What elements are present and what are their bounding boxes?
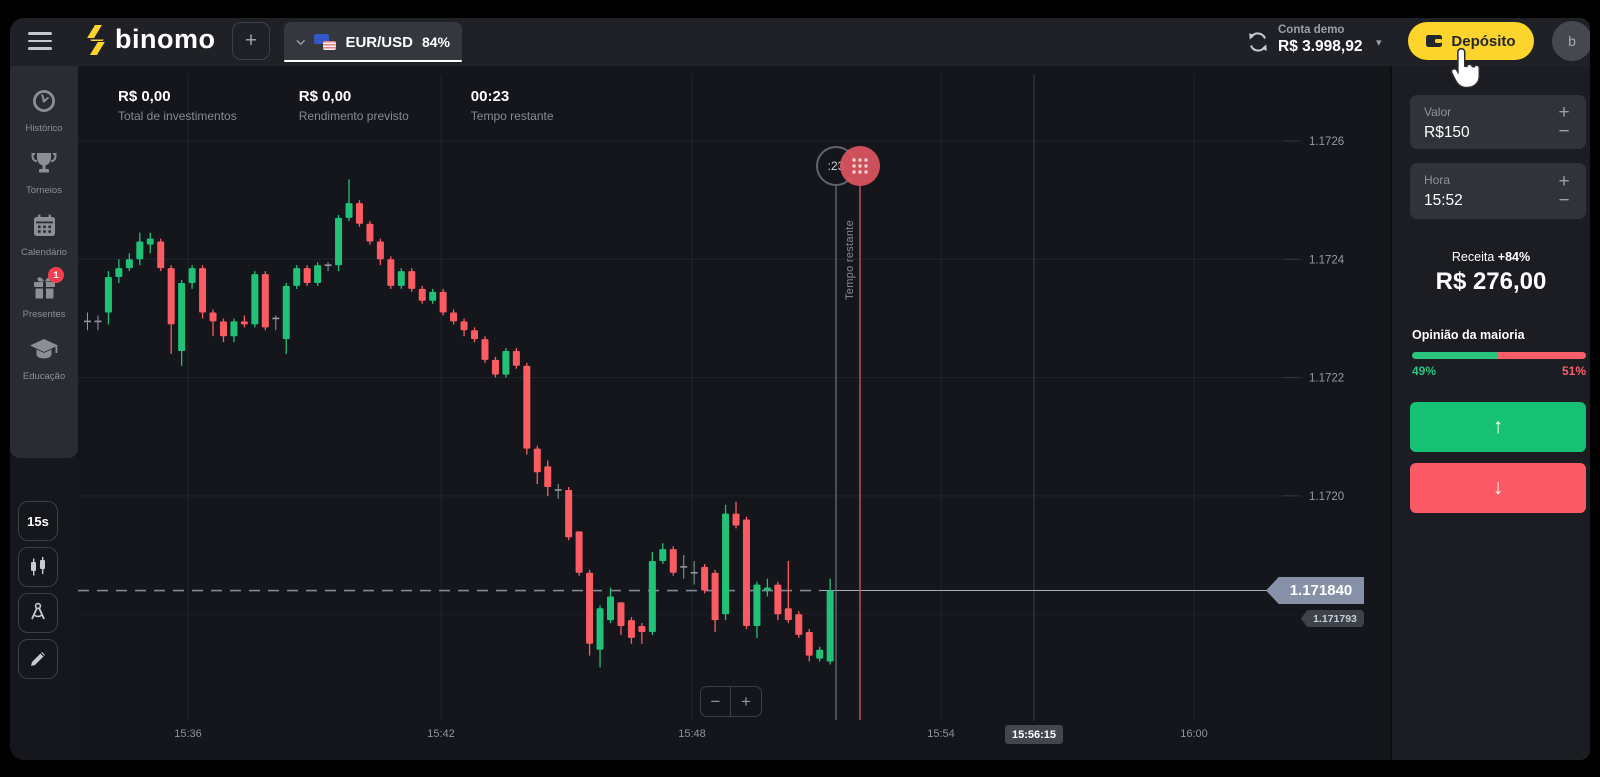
account-switcher[interactable]: Conta demo R$ 3.998,92 — [1278, 24, 1362, 56]
chart-zoom-controls: − + — [700, 686, 762, 717]
app-window: binomo + EUR/USD 84% Conta demo R$ 3.998… — [10, 18, 1590, 760]
svg-text:1.1720: 1.1720 — [1309, 491, 1344, 503]
svg-text:1.1726: 1.1726 — [1309, 136, 1344, 148]
svg-text:15:42: 15:42 — [427, 728, 455, 740]
receita-row: Receita +84% — [1392, 250, 1590, 264]
account-type: Conta demo — [1278, 24, 1345, 36]
account-balance: R$ 3.998,92 — [1278, 38, 1363, 55]
receita-pct: +84% — [1497, 250, 1531, 264]
pair-payout: 84% — [421, 34, 450, 50]
expiry-time-badge: 15:56:15 — [1005, 725, 1063, 744]
zoom-in-button[interactable]: + — [731, 686, 762, 717]
svg-text:1.1724: 1.1724 — [1309, 254, 1345, 266]
drawing-compass-icon — [31, 602, 45, 620]
sidebar-nav: Histórico Torneios Calendário 1 Presente… — [10, 66, 78, 458]
svg-text:1.1722: 1.1722 — [1309, 373, 1344, 385]
gift-icon: 1 — [10, 267, 78, 304]
hora-increase-button[interactable]: + — [1558, 171, 1570, 192]
trade-stats: R$ 0,00 Total de investimentos R$ 0,00 R… — [118, 88, 554, 123]
deadline-line-label: Tempo restante — [844, 219, 856, 300]
chart-area: 1.1726 1.1724 1.1722 1.1720 15:36 15:42 15:48 1… — [78, 66, 1390, 760]
chart-type-button[interactable] — [18, 547, 58, 587]
hora-decrease-button[interactable]: − — [1558, 190, 1570, 211]
pencil-icon — [31, 652, 45, 666]
avatar[interactable]: b 1 — [1552, 21, 1590, 61]
binomo-logo: binomo — [86, 24, 215, 55]
timeframe-button[interactable]: 15s — [18, 501, 58, 541]
receita-value: R$ 276,00 — [1435, 268, 1547, 295]
chevron-down-icon — [296, 39, 306, 45]
clock-icon — [10, 84, 78, 118]
graduation-cap-icon — [10, 332, 78, 366]
sidebar-item-presentes[interactable]: 1 Presentes — [10, 267, 78, 328]
topbar: binomo + EUR/USD 84% Conta demo R$ 3.998… — [10, 18, 1590, 66]
add-asset-tab-button[interactable]: + — [232, 22, 270, 60]
drag-dots-icon — [852, 158, 868, 174]
pair-name: EUR/USD — [345, 33, 413, 51]
receita-label: Receita — [1451, 250, 1495, 264]
zoom-out-button[interactable]: − — [700, 686, 731, 717]
valor-label: Valor — [1424, 105, 1452, 119]
trade-panel: Valor R$150 + − Hora 15:52 + − Receita +… — [1390, 66, 1590, 760]
svg-text:15:54: 15:54 — [927, 728, 955, 740]
avatar-letter: b — [1568, 33, 1576, 49]
trophy-icon — [10, 146, 78, 180]
hora-input-card[interactable]: Hora 15:52 + − — [1410, 163, 1586, 219]
sidebar-tools: 15s ? — [10, 458, 78, 760]
hora-value[interactable]: 15:52 — [1424, 192, 1463, 209]
sidebar-item-calendario[interactable]: Calendário — [10, 208, 78, 266]
svg-text:15:36: 15:36 — [174, 728, 202, 740]
previous-price-tag: 1.171793 — [1301, 610, 1364, 627]
stat-tempo-restante: 00:23 Tempo restante — [470, 88, 554, 123]
calendar-icon — [10, 208, 78, 242]
sidebar-item-label: Presentes — [22, 309, 66, 320]
opinion-down-pct: 51% — [1561, 364, 1586, 378]
stat-rendimento-previsto: R$ 0,00 Rendimento previsto — [298, 88, 409, 123]
buy-up-button[interactable]: ↑ — [1410, 402, 1586, 452]
svg-text:16:00: 16:00 — [1180, 728, 1208, 740]
price-chart[interactable]: 1.1726 1.1724 1.1722 1.1720 15:36 15:42 15:48 1… — [78, 66, 1390, 760]
current-price-tag: 1.171840 — [1266, 577, 1364, 604]
binomo-bolt-icon — [87, 24, 105, 55]
deposit-label: Depósito — [1451, 32, 1516, 50]
sidebar-item-label: Educação — [22, 371, 66, 382]
valor-decrease-button[interactable]: − — [1558, 121, 1570, 142]
wallet-icon — [1426, 35, 1443, 47]
gift-badge: 1 — [48, 267, 64, 283]
eu-us-flag-icon — [314, 34, 337, 50]
sidebar-item-educacao[interactable]: Educação — [10, 332, 78, 390]
up-arrow-icon: ↑ — [1492, 415, 1504, 438]
candles-icon — [31, 557, 45, 576]
account-chevron-icon[interactable]: ▾ — [1376, 37, 1382, 49]
asset-pair-tab[interactable]: EUR/USD 84% — [284, 22, 462, 62]
svg-text:15:48: 15:48 — [678, 728, 706, 740]
indicators-button[interactable] — [18, 593, 58, 633]
stat-total-investimentos: R$ 0,00 Total de investimentos — [118, 88, 237, 123]
hora-label: Hora — [1424, 173, 1451, 187]
sidebar-item-label: Torneios — [26, 185, 62, 196]
drawing-tools-button[interactable] — [18, 639, 58, 679]
deadline-drag-handle[interactable] — [840, 146, 880, 186]
opinion-bar-up — [1412, 352, 1498, 359]
opinion-bar — [1412, 352, 1586, 359]
sidebar-item-label: Calendário — [21, 247, 67, 258]
sidebar-item-historico[interactable]: Histórico — [10, 84, 78, 142]
opinion-label: Opinião da maioria — [1412, 328, 1525, 342]
sidebar-item-label: Histórico — [25, 123, 63, 134]
opinion-up-pct: 49% — [1412, 364, 1437, 378]
valor-value[interactable]: R$150 — [1424, 124, 1470, 141]
opinion-bar-down — [1497, 352, 1586, 359]
deposit-button[interactable]: Depósito — [1408, 22, 1534, 60]
hamburger-menu-icon[interactable] — [28, 32, 52, 52]
logo-text: binomo — [115, 24, 216, 54]
valor-increase-button[interactable]: + — [1558, 102, 1570, 123]
down-arrow-icon: ↓ — [1492, 476, 1504, 499]
valor-input-card[interactable]: Valor R$150 + − — [1410, 95, 1586, 149]
sidebar-item-torneios[interactable]: Torneios — [10, 146, 78, 204]
opinion-percentages: 49% 51% — [1412, 364, 1586, 378]
buy-down-button[interactable]: ↓ — [1410, 463, 1586, 513]
refresh-icon[interactable] — [1246, 30, 1270, 54]
